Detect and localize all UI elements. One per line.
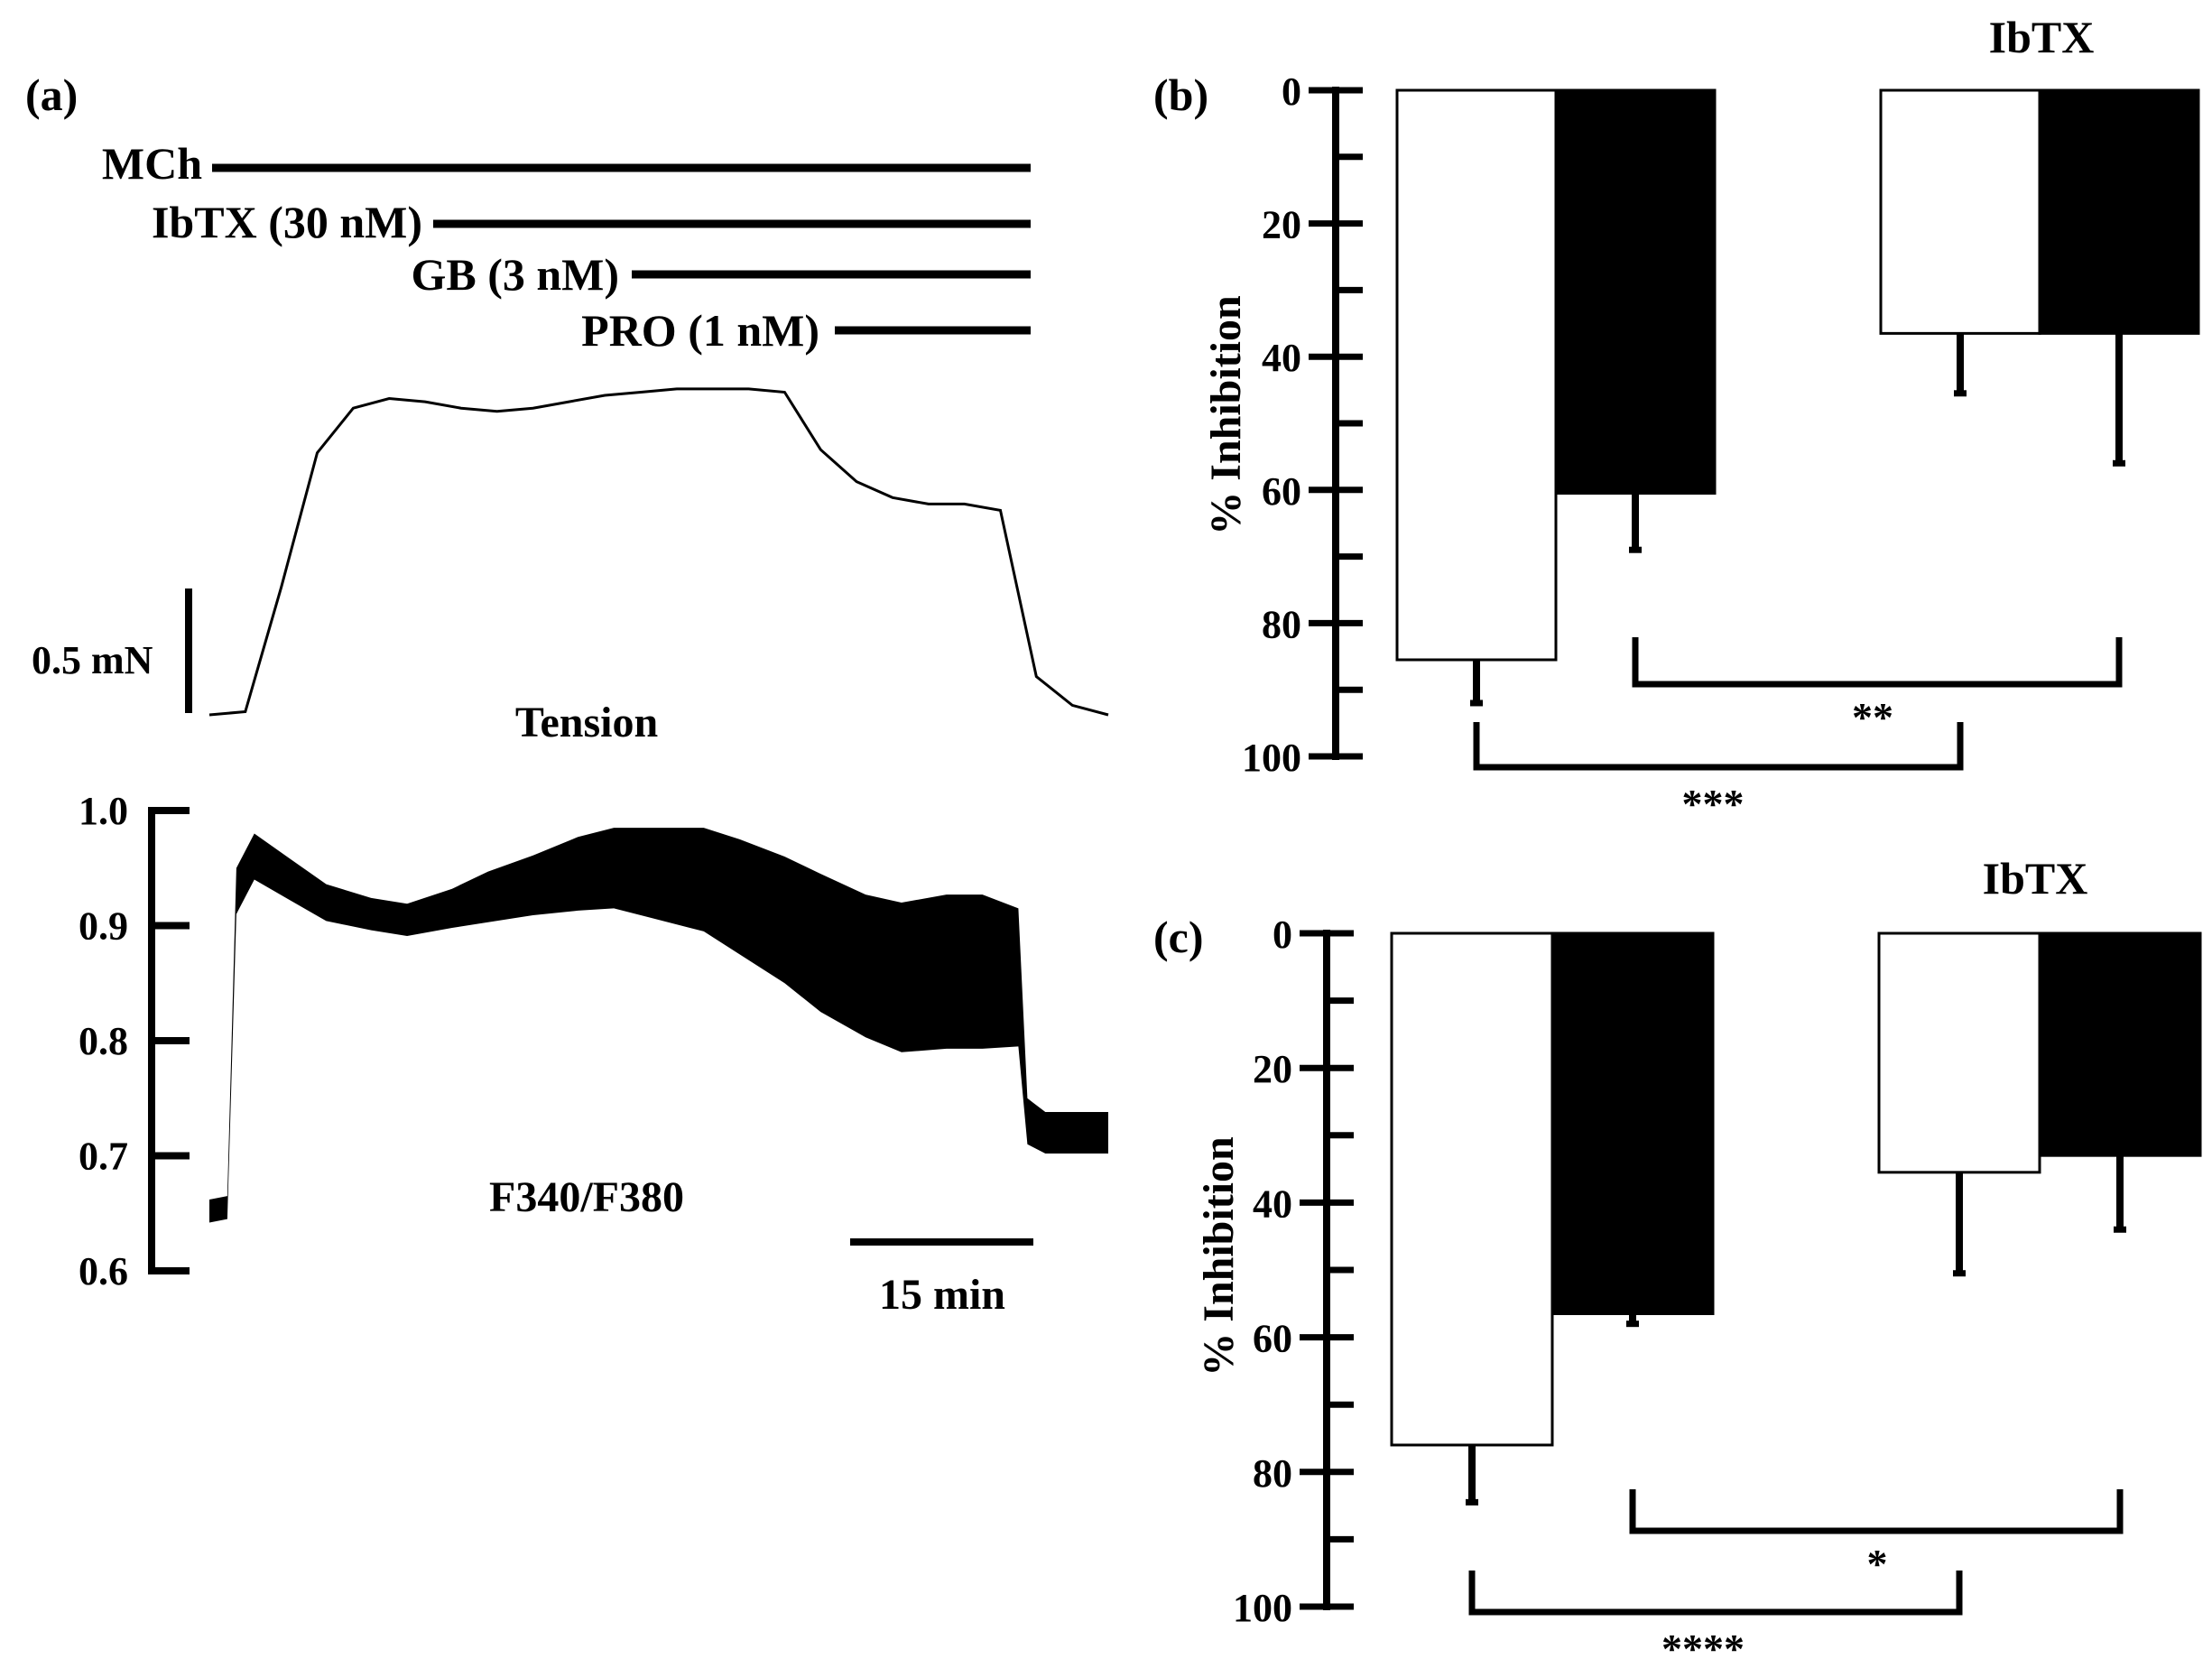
bar — [1390, 931, 1554, 1447]
treatment-label-ibtx: IbTX (30 nM) — [152, 197, 422, 247]
bar — [1554, 88, 1717, 495]
significance-label: ** — [1852, 694, 1893, 740]
panel-c-label: (c) — [1153, 912, 1204, 962]
y-tick-label: 60 — [1253, 1317, 1292, 1361]
y-tick-label: 20 — [1253, 1047, 1292, 1091]
ratio-tick-label: 0.6 — [79, 1249, 128, 1293]
treatment-label-mch: MCh — [102, 138, 202, 189]
bar — [1550, 931, 1715, 1315]
panel-b-ylabel: % Inhibition — [1202, 295, 1250, 534]
y-tick-label: 40 — [1262, 336, 1301, 380]
panel-a: (a) MCh IbTX (30 nM) GB (3 nM) PRO (1 nM… — [25, 70, 1109, 1319]
ratio-tick-label: 0.7 — [79, 1135, 128, 1179]
panel-c-title: IbTX — [1983, 853, 2088, 904]
bar — [1877, 931, 2041, 1174]
significance-label: * — [1867, 1541, 1888, 1587]
panel-a-label: (a) — [25, 70, 78, 120]
y-tick-label: 40 — [1253, 1182, 1292, 1226]
y-tick-label: 20 — [1262, 203, 1301, 247]
y-tick-label: 100 — [1233, 1586, 1292, 1630]
time-scale-label: 15 min — [879, 1271, 1005, 1319]
panel-b-label: (b) — [1153, 70, 1208, 120]
bar — [2038, 931, 2202, 1157]
y-tick-label: 80 — [1253, 1451, 1292, 1496]
treatment-bars: MCh IbTX (30 nM) GB (3 nM) PRO (1 nM) — [102, 138, 1031, 356]
y-tick-label: 0 — [1273, 913, 1292, 957]
significance-bracket — [1468, 1571, 1963, 1616]
panel-c-ylabel: % Inhibition — [1195, 1136, 1243, 1376]
bar — [2038, 88, 2200, 335]
treatment-label-pro: PRO (1 nM) — [581, 305, 819, 356]
significance-bracket — [1473, 722, 1964, 771]
ratio-tick-label: 1.0 — [79, 789, 128, 833]
significance-label: *** — [1682, 781, 1745, 827]
ratio-trace — [209, 828, 1108, 1223]
ratio-axis: 0.6 0.7 0.8 0.9 1.0 — [79, 789, 190, 1293]
y-tick-label: 80 — [1262, 602, 1301, 646]
significance-bracket — [1629, 1489, 2124, 1534]
tension-scale-label: 0.5 mN — [32, 638, 153, 682]
significance-bracket — [1632, 637, 2123, 688]
bar — [1879, 88, 2041, 335]
ratio-tick-label: 0.8 — [79, 1019, 128, 1063]
bar — [1395, 88, 1558, 662]
tension-trace — [208, 387, 1109, 717]
tension-label: Tension — [515, 699, 658, 746]
panel-b-title: IbTX — [1989, 12, 2095, 62]
y-tick-label: 0 — [1282, 70, 1301, 114]
ratio-label: F340/F380 — [489, 1173, 684, 1221]
ratio-tick-label: 0.9 — [79, 904, 128, 949]
y-tick-label: 100 — [1242, 736, 1301, 780]
panel-b: (c) (b) IbTX % Inhibition 020406080100**… — [1153, 12, 2200, 827]
treatment-label-gb: GB (3 nM) — [411, 249, 619, 300]
y-tick-label: 60 — [1262, 469, 1301, 514]
significance-label: **** — [1661, 1626, 1745, 1668]
